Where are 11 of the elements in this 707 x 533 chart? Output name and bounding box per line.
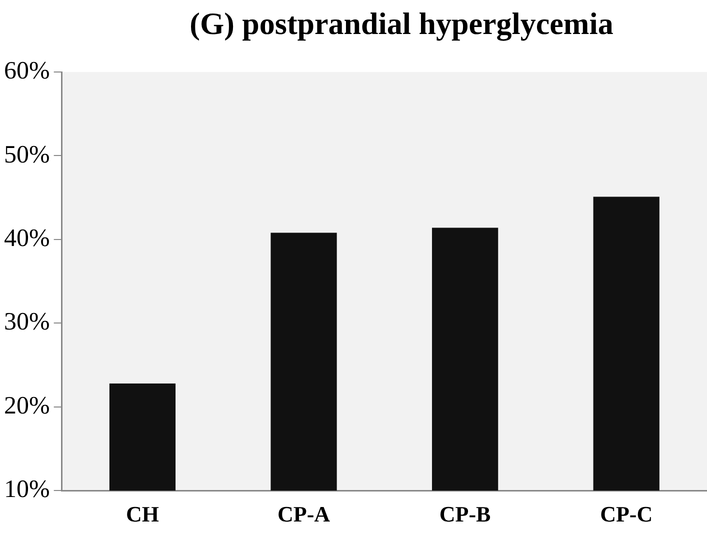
- y-tick-label: 20%: [4, 392, 50, 420]
- y-tick-label: 10%: [4, 476, 50, 504]
- x-tick-label: CP-B: [439, 501, 492, 526]
- chart-title: (G) postprandial hyperglycemia: [188, 6, 614, 42]
- y-tick-label: 60%: [4, 58, 50, 85]
- x-tick-label: CP-C: [600, 501, 653, 526]
- y-tick-label: 30%: [4, 308, 50, 336]
- x-tick-label: CP-A: [277, 501, 330, 526]
- y-tick-label: 40%: [4, 225, 50, 252]
- y-tick-label: 50%: [4, 141, 50, 168]
- x-tick-label: CH: [126, 501, 159, 526]
